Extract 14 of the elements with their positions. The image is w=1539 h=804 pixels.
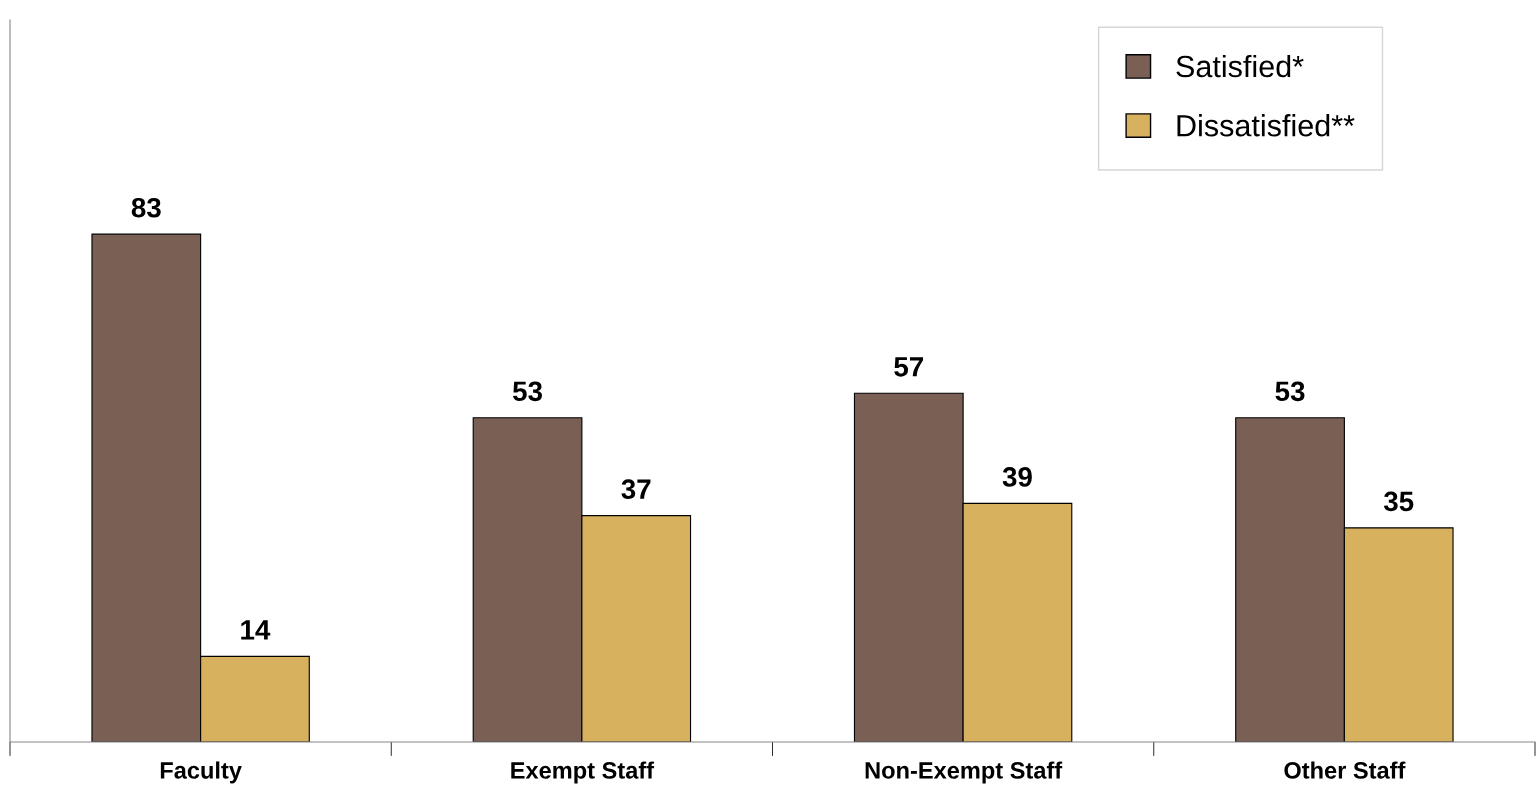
- data-label: 57: [894, 357, 924, 377]
- data-label: 83: [131, 197, 161, 218]
- data-label: 14: [241, 620, 271, 640]
- data-label: 53: [1275, 381, 1305, 402]
- legend-label: Satisfied*: [1176, 54, 1304, 78]
- data-label: 35: [1383, 491, 1414, 512]
- data-label: 39: [1002, 467, 1032, 487]
- data-label: 37: [621, 479, 651, 500]
- x-tick-label: Non-Exempt Staff: [865, 761, 1063, 784]
- x-tick-label: Other Staff: [1284, 761, 1406, 779]
- x-tick-label: Faculty: [160, 761, 242, 784]
- x-tick-label: Exempt Staff: [511, 761, 655, 784]
- legend-label: Dissatisfied**: [1177, 114, 1355, 137]
- data-label: 53: [512, 381, 542, 402]
